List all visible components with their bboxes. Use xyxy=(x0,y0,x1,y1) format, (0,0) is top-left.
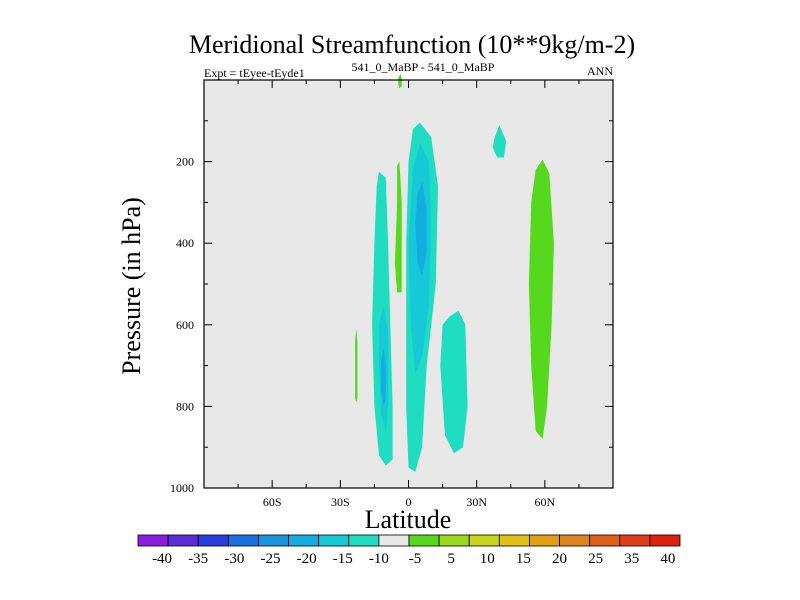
contour-regions xyxy=(355,73,554,472)
contour-region-8 xyxy=(492,124,507,158)
x-tick-label: 60S xyxy=(263,495,282,509)
colorbar-box xyxy=(227,534,259,547)
y-tick-label: 200 xyxy=(176,155,194,169)
colorbar-box xyxy=(619,534,651,547)
colorbar-box xyxy=(498,534,530,547)
colorbar-box xyxy=(318,534,350,547)
contour-region-10 xyxy=(394,161,402,293)
colorbar-box xyxy=(589,534,621,547)
colorbar-labels: -40 -35 -30 -25 -20 -15 -10 -5 5 10 15 20 25 35 40 xyxy=(152,551,675,567)
contour-region-3 xyxy=(440,310,468,454)
colorbar-box xyxy=(529,534,560,547)
contour-region-9 xyxy=(528,159,554,439)
season-label: ANN xyxy=(587,64,613,78)
y-tick-label: 400 xyxy=(176,236,194,250)
x-tick-label: 30N xyxy=(466,495,487,509)
y-tick-label: 800 xyxy=(176,399,194,413)
colorbar-label: 15 xyxy=(516,551,531,567)
y-axis: 200 400 600 800 1000 xyxy=(170,120,613,495)
y-axis-label: Pressure (in hPa) xyxy=(117,197,146,375)
colorbar-box xyxy=(559,534,591,547)
colorbar-label: -30 xyxy=(224,551,244,567)
colorbar-box xyxy=(348,534,380,547)
x-axis: 60S 30S 0 30N 60N xyxy=(237,80,580,509)
colorbar-box xyxy=(408,534,440,547)
colorbar-label: -15 xyxy=(333,551,353,567)
x-tick-label: 60N xyxy=(534,495,555,509)
colorbar-label: -25 xyxy=(260,551,280,567)
colorbar-box xyxy=(258,534,289,547)
contour-region-7 xyxy=(381,349,386,407)
colorbar-label: -10 xyxy=(369,551,389,567)
colorbar-label: 40 xyxy=(660,551,675,567)
x-tick-label: 30S xyxy=(331,495,350,509)
colorbar-label: -35 xyxy=(188,551,208,567)
colorbar-box xyxy=(197,534,229,547)
colorbar-box xyxy=(649,534,681,547)
colorbar-label: 10 xyxy=(480,551,495,567)
contour-region-12 xyxy=(355,328,358,403)
colorbar-label: -40 xyxy=(152,551,172,567)
colorbar-label: 5 xyxy=(447,551,455,567)
x-axis-label: Latitude xyxy=(365,505,452,534)
colorbar-box xyxy=(167,534,199,547)
experiment-label: Expt = tEyee-tEyde1 xyxy=(204,66,305,80)
colorbar-box xyxy=(288,534,320,547)
colorbar xyxy=(137,534,681,547)
comparison-label: 541_0_MaBP - 541_0_MaBP xyxy=(352,60,495,74)
colorbar-box xyxy=(137,534,169,547)
colorbar-label: 25 xyxy=(588,551,603,567)
colorbar-label: -5 xyxy=(409,551,422,567)
y-tick-label: 1000 xyxy=(170,481,194,495)
contour-region-11 xyxy=(398,73,402,89)
colorbar-label: -20 xyxy=(297,551,317,567)
colorbar-box xyxy=(438,534,470,547)
chart-title: Meridional Streamfunction (10**9kg/m-2) xyxy=(189,30,635,59)
y-tick-label: 600 xyxy=(176,318,194,332)
colorbar-box xyxy=(378,534,410,547)
colorbar-label: 35 xyxy=(624,551,639,567)
plot-area xyxy=(203,73,614,489)
contour-region-6 xyxy=(415,182,427,276)
x-tick-label: 0 xyxy=(406,495,412,509)
colorbar-box xyxy=(468,534,500,547)
colorbar-label: 20 xyxy=(552,551,567,567)
